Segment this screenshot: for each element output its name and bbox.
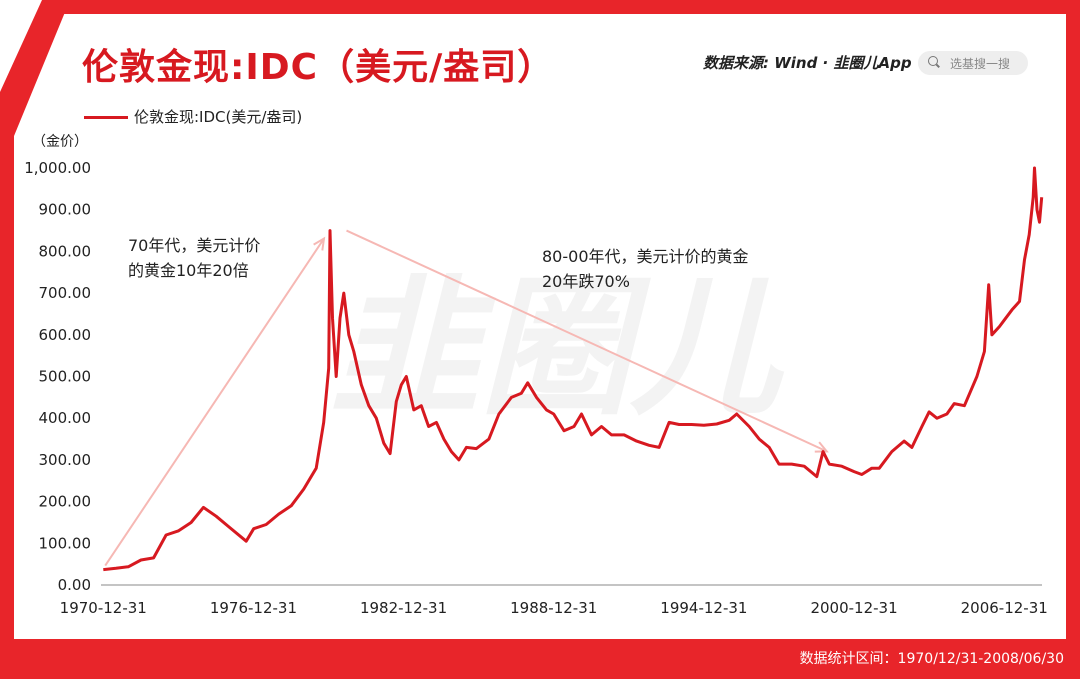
y-tick-label: 1,000.00 (24, 159, 91, 177)
x-tick-label: 2000-12-31 (810, 599, 897, 617)
data-source: 数据来源: Wind · 韭圈儿App (703, 54, 912, 72)
x-tick-label: 1976-12-31 (210, 599, 297, 617)
trend-arrow-head (313, 236, 326, 251)
series-line-gold-price (103, 166, 1044, 572)
x-tick-label: 2006-12-31 (961, 599, 1048, 617)
y-axis-title: （金价） (32, 134, 88, 150)
search-box[interactable]: 选基搜一搜 (918, 51, 1028, 75)
y-tick-label: 900.00 (39, 201, 92, 219)
chart-legend: 伦敦金现:IDC(美元/盎司) (84, 106, 302, 127)
chart-card (14, 14, 1066, 639)
trend-arrow-head (814, 441, 829, 453)
trend-arrow (346, 229, 828, 453)
x-tick-label: 1982-12-31 (360, 599, 447, 617)
annotation-text: 70年代，美元计价 (128, 236, 260, 255)
y-tick-label: 300.00 (39, 451, 92, 469)
x-tick-label: 1994-12-31 (660, 599, 747, 617)
y-tick-label: 600.00 (39, 326, 92, 344)
y-tick-label: 100.00 (39, 534, 92, 552)
search-placeholder: 选基搜一搜 (950, 57, 1011, 71)
watermark: 韭圈儿 (330, 262, 785, 436)
footer-stat-range: 数据统计区间：1970/12/31-2008/06/30 (799, 651, 1064, 667)
corner-decoration-cut (0, 0, 42, 92)
y-tick-label: 500.00 (39, 368, 92, 386)
x-tick-label: 1988-12-31 (510, 599, 597, 617)
search-icon (928, 56, 938, 66)
legend-label: 伦敦金现:IDC(美元/盎司) (134, 108, 303, 126)
chart-title: 伦敦金现:IDC（美元/盎司） (82, 47, 555, 88)
y-tick-label: 0.00 (58, 576, 91, 594)
annotation-text: 的黄金10年20倍 (128, 261, 249, 280)
y-tick-label: 700.00 (39, 284, 92, 302)
x-tick-label: 1970-12-31 (60, 599, 147, 617)
annotation-text: 20年跌70% (542, 272, 630, 291)
legend-line-swatch (84, 116, 128, 119)
y-tick-label: 200.00 (39, 493, 92, 511)
annotation-text: 80-00年代，美元计价的黄金 (542, 247, 749, 266)
trend-arrow (104, 237, 325, 567)
y-tick-label: 400.00 (39, 409, 92, 427)
y-tick-label: 800.00 (39, 242, 92, 260)
